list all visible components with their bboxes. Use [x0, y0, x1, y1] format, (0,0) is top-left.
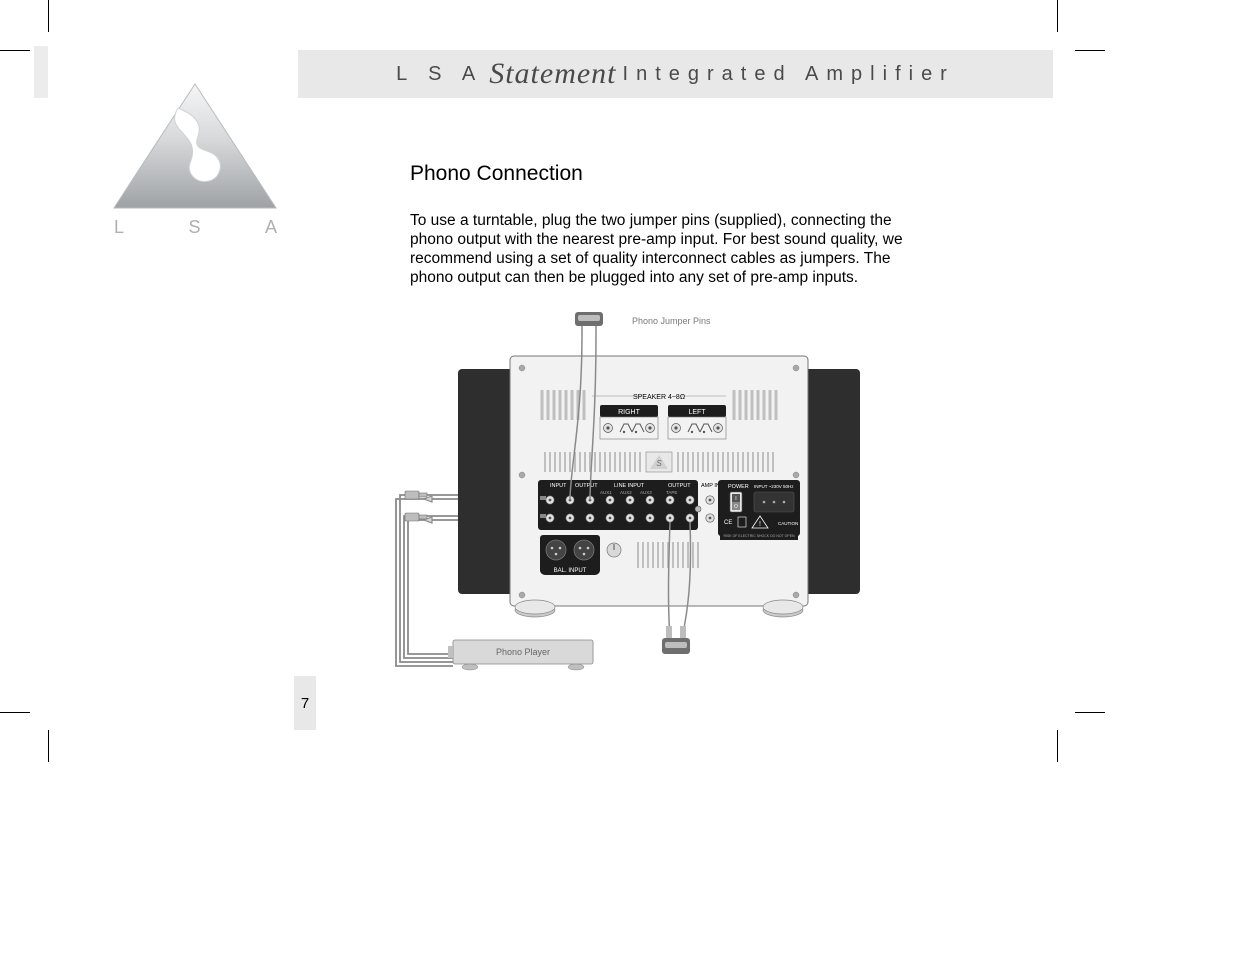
heatsink-left [458, 369, 518, 594]
svg-text:!: ! [759, 521, 761, 528]
title-prefix: L S A [396, 63, 483, 86]
label-line-input: LINE INPUT [614, 483, 645, 489]
svg-text:O: O [734, 504, 738, 510]
svg-text:RISK OF ELECTRIC SHOCK DO NOT: RISK OF ELECTRIC SHOCK DO NOT OPEN [723, 534, 795, 538]
svg-text:RIGHT: RIGHT [618, 409, 641, 416]
label-output: OUTPUT [575, 483, 598, 489]
title-script: Statement [489, 57, 616, 91]
svg-text:S: S [656, 459, 662, 468]
crop-mark [0, 712, 30, 713]
label-input: INPUT [550, 483, 567, 489]
brand-logo-letters: L S A [108, 217, 283, 238]
title-suffix: Integrated Amplifier [623, 63, 955, 86]
label-input-power: INPUT ~230V 50Hz [754, 484, 794, 489]
crop-mark [48, 0, 49, 32]
document-title-bar: L S A Statement Integrated Amplifier [298, 50, 1053, 98]
crop-mark [1057, 0, 1058, 32]
heatsink-right [800, 369, 860, 594]
svg-text:AUX1: AUX1 [600, 490, 612, 495]
crop-mark [1057, 730, 1058, 762]
brand-logo: L S A [108, 78, 283, 238]
logo-letter-a: A [265, 217, 277, 238]
jumper-pins-label: Phono Jumper Pins [632, 316, 711, 326]
logo-letter-s: S [188, 217, 200, 238]
connection-diagram: SPEAKER 4~8Ω RIGHT LEFT [380, 300, 940, 680]
svg-text:BAL. INPUT: BAL. INPUT [554, 568, 587, 574]
balanced-input: BAL. INPUT [540, 535, 600, 575]
crop-mark [1075, 712, 1105, 713]
crop-mark [48, 730, 49, 762]
svg-text:AUX2: AUX2 [620, 490, 632, 495]
svg-text:AUX3: AUX3 [640, 490, 652, 495]
logo-letter-l: L [114, 217, 124, 238]
heatsink-fins-bot [638, 542, 698, 568]
center-logo-plate: S [646, 452, 672, 472]
svg-text:CE: CE [724, 520, 732, 526]
page-number: 7 [294, 676, 316, 730]
side-accent-tab [34, 46, 48, 98]
label-amp-in: AMP IN [701, 483, 720, 489]
label-power: POWER [728, 484, 749, 490]
svg-text:LEFT: LEFT [688, 409, 706, 416]
phono-player: Phono Player [448, 640, 593, 670]
svg-text:TAPE: TAPE [666, 490, 677, 495]
crop-mark [0, 50, 30, 51]
jumper-pins-plug-top [575, 312, 603, 336]
label-caution: CAUTION [778, 521, 798, 526]
section-heading: Phono Connection [410, 162, 583, 186]
body-paragraph: To use a turntable, plug the two jumper … [410, 212, 915, 288]
svg-text:Phono Player: Phono Player [496, 647, 550, 657]
ground-post [695, 506, 701, 512]
label-output-2: OUTPUT [668, 483, 691, 489]
svg-text:I: I [735, 496, 736, 502]
speaker-label: SPEAKER 4~8Ω [633, 394, 685, 401]
brand-logo-icon [108, 78, 283, 238]
crop-mark [1075, 50, 1105, 51]
